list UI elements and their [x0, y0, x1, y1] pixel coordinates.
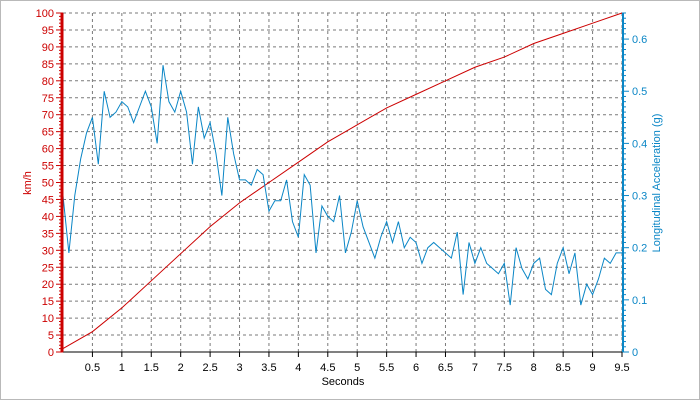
y-left-tick-label: 80 — [42, 76, 54, 88]
y-right-tick-label: 0.3 — [632, 191, 647, 203]
y-left-tick-label: 10 — [42, 313, 54, 325]
x-tick-label: 0.5 — [85, 362, 100, 374]
series-lines — [62, 12, 623, 350]
y-left-tick-label: 70 — [42, 110, 54, 122]
x-axis-title: Seconds — [322, 376, 365, 388]
y-left-tick-label: 60 — [42, 144, 54, 156]
x-tick-label: 7.5 — [497, 362, 512, 374]
x-tick-label: 1 — [119, 362, 125, 374]
x-tick-label: 5 — [354, 362, 360, 374]
y-right-tick-label: 0.1 — [632, 295, 647, 307]
y-left-tick-label: 15 — [42, 296, 54, 308]
x-tick-label: 8.5 — [556, 362, 571, 374]
x-tick-label: 2.5 — [202, 362, 217, 374]
y-left-tick-label: 95 — [42, 25, 54, 37]
y-right-title: Longitudinal Acceleration (g) — [651, 114, 663, 253]
x-tick-label: 2 — [178, 362, 184, 374]
x-tick-label: 4 — [295, 362, 301, 374]
x-tick-label: 3 — [236, 362, 242, 374]
y-left-tick-label: 20 — [42, 279, 54, 291]
y-left-tick-label: 65 — [42, 127, 54, 139]
x-tick-label: 9.5 — [614, 362, 629, 374]
y-left-tick-label: 55 — [42, 161, 54, 173]
y-left-tick-label: 50 — [42, 178, 54, 190]
y-left-tick-label: 85 — [42, 59, 54, 71]
x-tick-label: 7 — [472, 362, 478, 374]
y-left-tick-label: 25 — [42, 262, 54, 274]
x-tick-label: 4.5 — [320, 362, 335, 374]
series-line-acceleration — [62, 65, 622, 306]
x-tick-label: 9 — [590, 362, 596, 374]
y-left-title: km/h — [22, 171, 34, 195]
y-left-tick-label: 40 — [42, 211, 54, 223]
y-left-tick-label: 35 — [42, 228, 54, 240]
y-right-tick-label: 0.2 — [632, 243, 647, 255]
y-left-tick-label: 45 — [42, 194, 54, 206]
axes: 0510152025303540455055606570758085909510… — [36, 8, 648, 374]
y-left-tick-label: 0 — [48, 347, 54, 359]
y-left-tick-label: 75 — [42, 93, 54, 105]
y-right-tick-label: 0.6 — [632, 34, 647, 46]
x-tick-label: 1.5 — [144, 362, 159, 374]
y-right-tick-label: 0 — [632, 347, 638, 359]
x-tick-label: 5.5 — [379, 362, 394, 374]
y-left-tick-label: 100 — [36, 8, 54, 20]
x-tick-label: 6 — [413, 362, 419, 374]
y-left-tick-label: 5 — [48, 330, 54, 342]
x-tick-label: 3.5 — [261, 362, 276, 374]
y-left-tick-label: 30 — [42, 245, 54, 257]
y-right-tick-label: 0.5 — [632, 86, 647, 98]
y-right-tick-label: 0.4 — [632, 138, 647, 150]
x-tick-label: 8 — [531, 362, 537, 374]
y-left-tick-label: 90 — [42, 42, 54, 54]
series-line-speed — [62, 12, 623, 350]
plot-area — [63, 13, 622, 352]
x-tick-label: 6.5 — [438, 362, 453, 374]
